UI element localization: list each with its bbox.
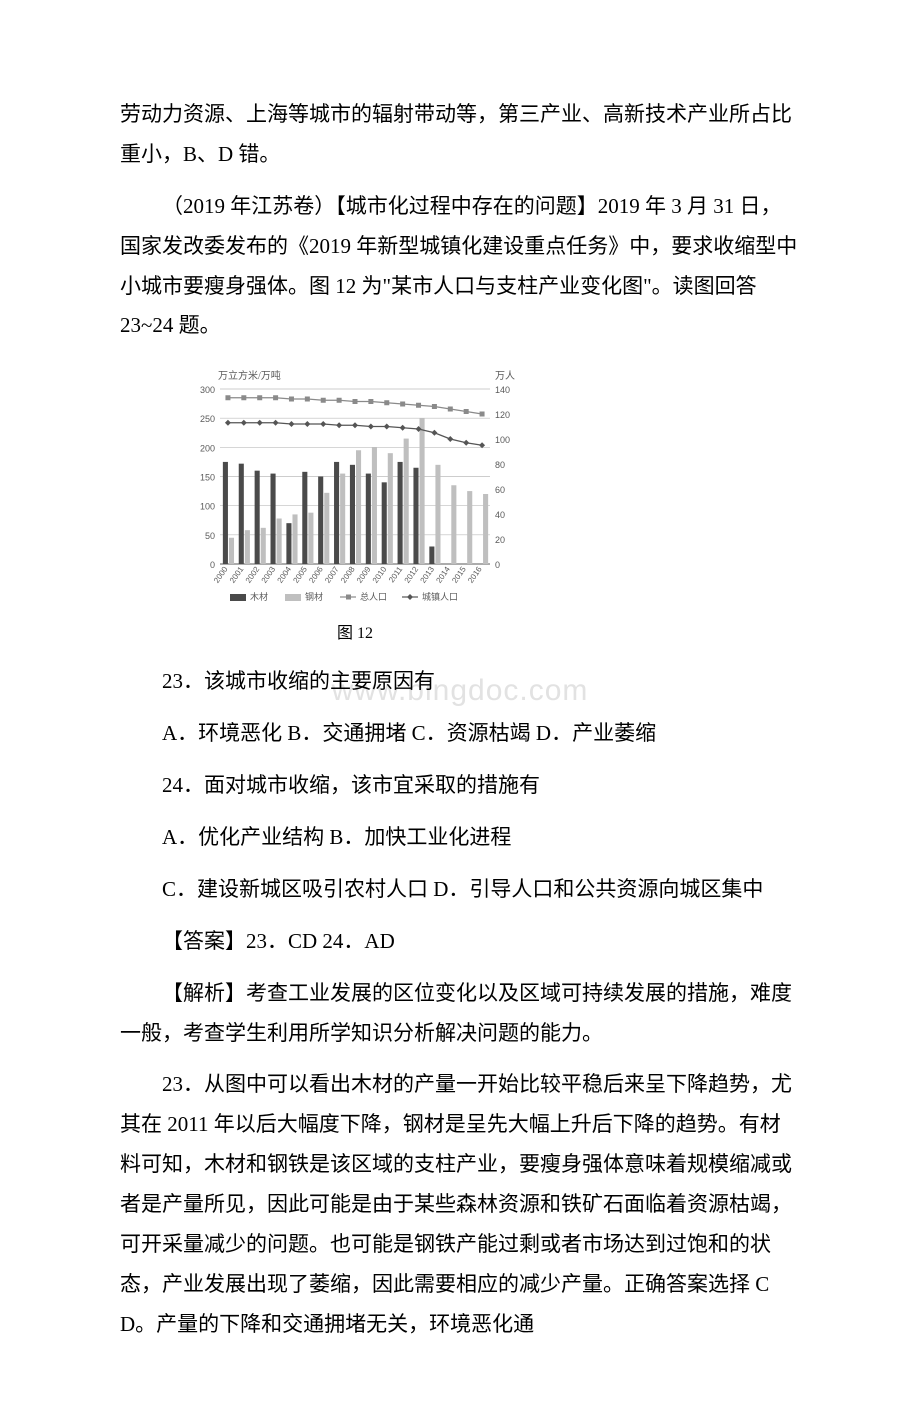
analysis-intro: 【解析】考查工业发展的区位变化以及区域可持续发展的措施，难度一般，考查学生利用所… <box>120 974 800 1054</box>
svg-text:120: 120 <box>495 410 510 420</box>
svg-text:万人: 万人 <box>495 370 515 382</box>
q24-stem: 24．面对城市收缩，该市宜采取的措施有 <box>120 766 800 806</box>
watermark-region: www.bingdoc.com 23．该城市收缩的主要原因有 A．环境恶化 B．… <box>120 662 800 754</box>
q24-options-cd: C．建设新城区吸引农村人口 D．引导人口和公共资源向城区集中 <box>120 870 800 910</box>
svg-text:图 12: 图 12 <box>337 625 373 642</box>
q23-stem: 23．该城市收缩的主要原因有 <box>120 662 800 702</box>
intro-paragraph: 劳动力资源、上海等城市的辐射带动等，第三产业、高新技术产业所占比重小，B、D 错… <box>120 95 800 175</box>
chart-svg: 0501001502002503000204060801001201402000… <box>175 364 535 644</box>
analysis-23: 23．从图中可以看出木材的产量一开始比较平稳后来呈下降趋势，尤其在 2011 年… <box>120 1065 800 1344</box>
svg-text:200: 200 <box>200 444 215 454</box>
svg-text:80: 80 <box>495 460 505 470</box>
svg-text:钢材: 钢材 <box>305 591 323 602</box>
svg-text:城镇人口: 城镇人口 <box>422 591 458 602</box>
svg-text:100: 100 <box>495 435 510 445</box>
svg-text:150: 150 <box>200 473 215 483</box>
svg-text:0: 0 <box>210 560 215 570</box>
q24-options-ab: A．优化产业结构 B．加快工业化进程 <box>120 818 800 858</box>
context-paragraph: （2019 年江苏卷）【城市化过程中存在的问题】2019 年 3 月 31 日，… <box>120 187 800 347</box>
svg-text:总人口: 总人口 <box>360 591 387 602</box>
svg-text:250: 250 <box>200 415 215 425</box>
answer-line: 【答案】23．CD 24．AD <box>120 922 800 962</box>
svg-text:20: 20 <box>495 535 505 545</box>
svg-text:60: 60 <box>495 485 505 495</box>
svg-text:万立方米/万吨: 万立方米/万吨 <box>218 369 281 382</box>
chart-figure-12: 0501001502002503000204060801001201402000… <box>175 364 800 644</box>
svg-text:40: 40 <box>495 510 505 520</box>
svg-text:0: 0 <box>495 560 500 570</box>
svg-text:300: 300 <box>200 385 215 395</box>
svg-text:50: 50 <box>205 531 215 541</box>
svg-text:140: 140 <box>495 385 510 395</box>
q23-options: A．环境恶化 B．交通拥堵 C．资源枯竭 D．产业萎缩 <box>120 714 800 754</box>
svg-text:木材: 木材 <box>250 591 268 602</box>
svg-text:100: 100 <box>200 502 215 512</box>
